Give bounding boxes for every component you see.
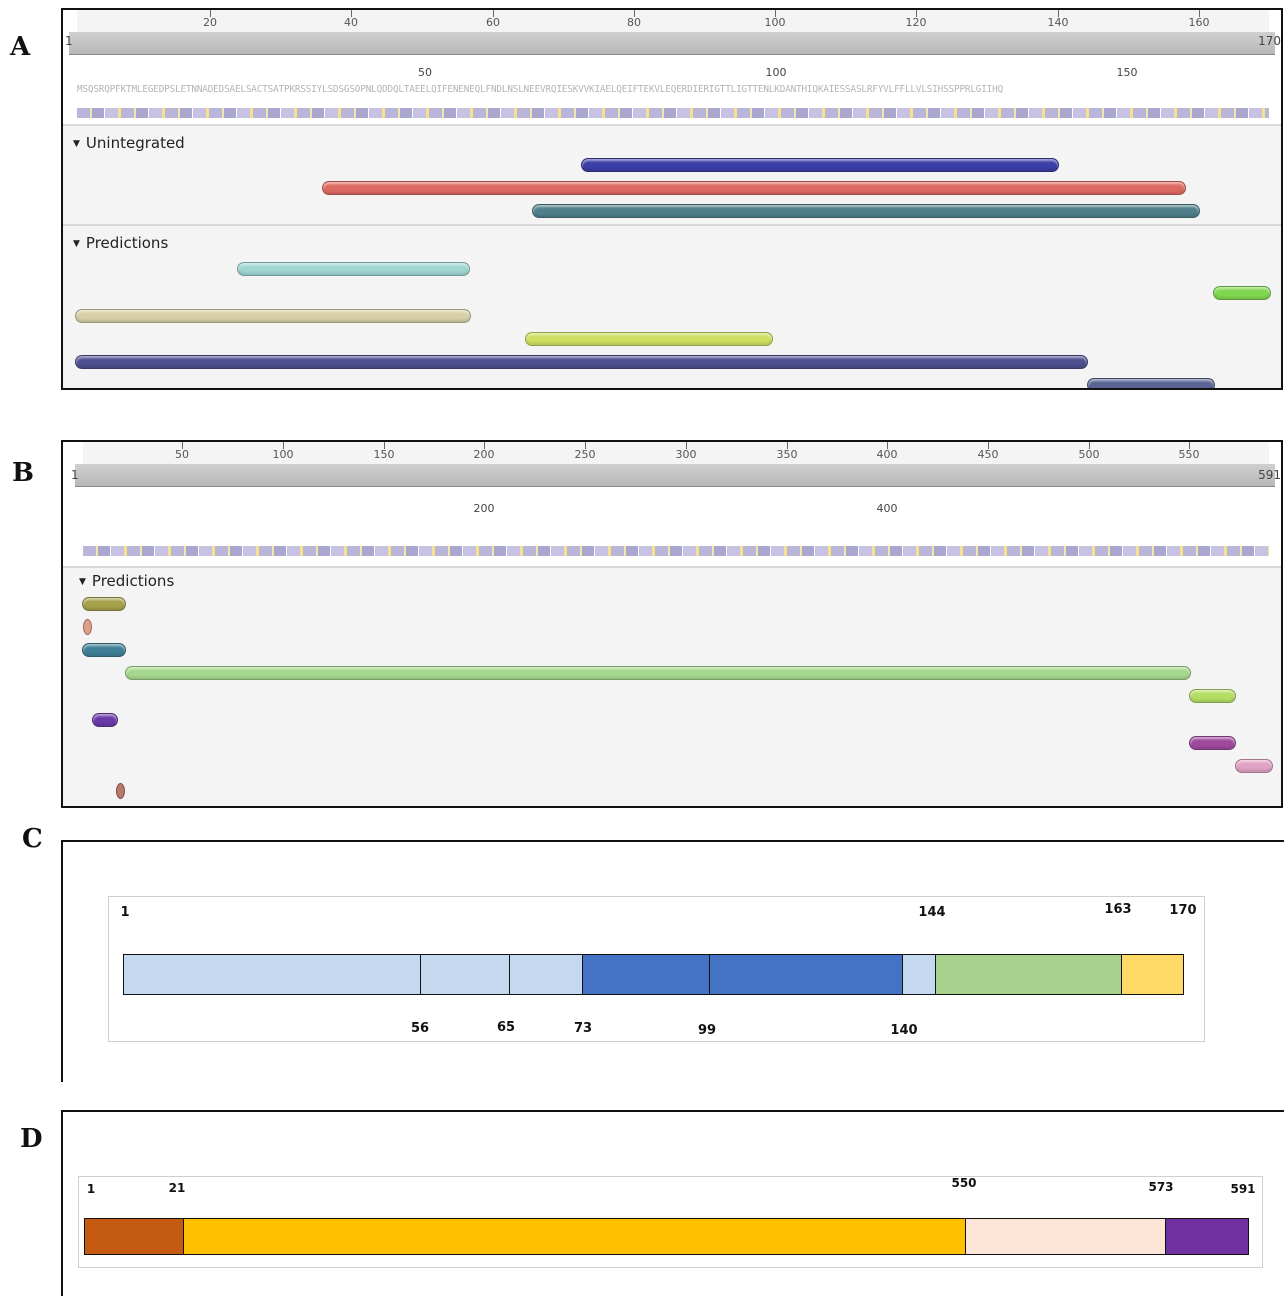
position-label: 73 [573, 1021, 593, 1036]
ruler-a-tick-label: 40 [344, 16, 358, 29]
position-label: 99 [697, 1023, 717, 1038]
conservation-track [83, 546, 1269, 556]
section-title-predictions[interactable]: ▼ Predictions [73, 234, 169, 252]
position-label: 144 [918, 905, 946, 920]
sequence-axis-label: 50 [418, 66, 432, 79]
ruler-b-tick-label: 200 [473, 448, 495, 461]
panel-a-domain-viewer: 20 40 60 80 100 120 140 160 1 170 50 100… [61, 8, 1283, 390]
unintegrated-feature-bar[interactable] [581, 158, 1059, 172]
prediction-feature-bar[interactable] [75, 355, 1088, 369]
position-label: 550 [951, 1176, 977, 1190]
ruler-b: 50 100 150 200 250 300 350 400 450 500 5… [63, 442, 1281, 487]
panel-a-letter: A [10, 32, 31, 62]
prediction-feature-bar[interactable] [1189, 689, 1236, 703]
domain-segment[interactable] [902, 954, 936, 995]
panel-b-letter: B [12, 458, 34, 488]
prediction-feature-bar[interactable] [237, 262, 470, 276]
domain-segment[interactable] [183, 1218, 966, 1255]
sequence-axis-label: 100 [765, 66, 787, 79]
ruler-a-end: 170 [1258, 34, 1281, 48]
prediction-feature-bar[interactable] [1189, 736, 1236, 750]
prediction-feature-marker[interactable] [116, 783, 125, 799]
ruler-a-start: 1 [65, 34, 73, 48]
prediction-feature-bar[interactable] [525, 332, 773, 346]
position-label: 170 [1169, 903, 1197, 918]
ruler-b-tick-label: 250 [574, 448, 596, 461]
protein-sequence: MSQSRQPFKTMLEGEDPSLETNNADEDSAELSACTSATPK… [77, 84, 1004, 95]
panel-d-letter: D [20, 1124, 43, 1154]
ruler-b-start: 1 [71, 468, 79, 482]
sequence-axis-label: 150 [1116, 66, 1138, 79]
ruler-b-tick-label: 550 [1178, 448, 1200, 461]
position-label: 163 [1104, 902, 1132, 917]
position-label: 591 [1230, 1182, 1256, 1196]
position-label: 573 [1148, 1180, 1174, 1194]
prediction-feature-bar[interactable] [75, 309, 471, 323]
section-title-unintegrated[interactable]: ▼ Unintegrated [73, 134, 185, 152]
prediction-feature-bar[interactable] [125, 666, 1191, 680]
ruler-a-range-bar[interactable] [69, 32, 1275, 55]
ruler-b-tick-label: 500 [1078, 448, 1100, 461]
conservation-track [77, 108, 1269, 118]
ruler-a-tick-label: 20 [203, 16, 217, 29]
ruler-a-tick-label: 140 [1047, 16, 1069, 29]
prediction-feature-marker[interactable] [83, 619, 92, 635]
ruler-b-tick-label: 300 [675, 448, 697, 461]
section-predictions: ▼ Predictions [63, 566, 1281, 806]
prediction-feature-bar[interactable] [92, 713, 118, 727]
panel-d-bracket [61, 1110, 1284, 1296]
position-label: 65 [496, 1020, 516, 1035]
section-title-predictions[interactable]: ▼ Predictions [79, 572, 175, 590]
domain-segment[interactable] [1165, 1218, 1249, 1255]
unintegrated-feature-bar[interactable] [322, 181, 1186, 195]
ruler-b-tick-label: 50 [175, 448, 189, 461]
ruler-a: 20 40 60 80 100 120 140 160 1 170 [63, 10, 1281, 55]
sequence-axis-label: 400 [876, 502, 898, 515]
sequence-axis-label: 200 [473, 502, 495, 515]
position-label: 140 [890, 1023, 918, 1038]
ruler-a-tick-label: 80 [627, 16, 641, 29]
panel-c-letter: C [22, 824, 43, 854]
position-label: 1 [120, 905, 130, 920]
prediction-feature-bar[interactable] [82, 597, 126, 611]
position-label: 1 [86, 1182, 96, 1196]
ruler-a-tick-label: 100 [764, 16, 786, 29]
prediction-feature-bar[interactable] [1087, 378, 1215, 388]
ruler-b-tick-label: 450 [977, 448, 999, 461]
domain-segment[interactable] [509, 954, 583, 995]
unintegrated-feature-bar[interactable] [532, 204, 1200, 218]
domain-segment[interactable] [582, 954, 710, 995]
domain-segment[interactable] [123, 954, 421, 995]
position-label: 21 [168, 1181, 186, 1195]
ruler-b-range-bar[interactable] [75, 464, 1275, 487]
ruler-b-scale: 50 100 150 200 250 300 350 400 450 500 5… [83, 442, 1269, 465]
domain-segment[interactable] [709, 954, 903, 995]
domain-segment[interactable] [965, 1218, 1166, 1255]
domain-segment[interactable] [1121, 954, 1184, 995]
position-label: 56 [410, 1021, 430, 1036]
ruler-a-tick-label: 120 [905, 16, 927, 29]
domain-segment[interactable] [84, 1218, 184, 1255]
ruler-b-tick-label: 350 [776, 448, 798, 461]
domain-segment[interactable] [420, 954, 510, 995]
ruler-a-tick-label: 60 [486, 16, 500, 29]
prediction-feature-bar[interactable] [82, 643, 126, 657]
ruler-a-tick-label: 160 [1188, 16, 1210, 29]
prediction-feature-bar[interactable] [1213, 286, 1271, 300]
prediction-feature-bar[interactable] [1235, 759, 1273, 773]
panel-c-bracket [61, 840, 1284, 1082]
ruler-a-scale: 20 40 60 80 100 120 140 160 [77, 10, 1269, 33]
ruler-b-tick-label: 100 [272, 448, 294, 461]
ruler-b-tick-label: 150 [373, 448, 395, 461]
domain-segment[interactable] [935, 954, 1122, 995]
panel-b-domain-viewer: 50 100 150 200 250 300 350 400 450 500 5… [61, 440, 1283, 808]
ruler-b-end: 591 [1258, 468, 1281, 482]
ruler-b-tick-label: 400 [876, 448, 898, 461]
